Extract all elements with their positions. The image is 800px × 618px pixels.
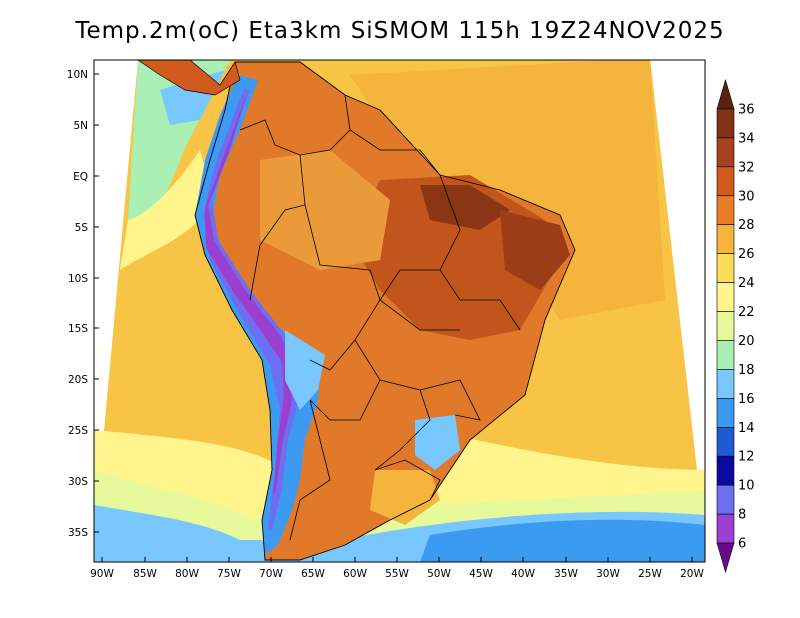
colorbar-label: 26 [738,247,755,262]
lat-label-25s: 25S [68,425,88,437]
colorbar-swatch [716,108,735,139]
lon-label-70w: 70W [259,568,283,580]
land-hot-ne [500,210,570,290]
central-america-land [136,60,241,96]
colorbar-label: 20 [738,334,755,349]
pacific-yellow-north [120,150,215,270]
altiplano-region [285,330,325,410]
colorbar-label: 30 [738,189,755,204]
lat-label-10n: 10N [67,69,88,81]
lon-label-50w: 50W [427,568,451,580]
lat-label-35s: 35S [68,527,88,539]
longitude-axis: 90W 85W 80W 75W 70W 65W 60W 55W 50W 45W … [90,557,704,580]
lon-label-40w: 40W [511,568,535,580]
lon-label-30w: 30W [596,568,620,580]
lat-label-15s: 15S [68,323,88,335]
lon-label-85w: 85W [133,568,157,580]
colorbar-label: 32 [738,160,755,175]
lat-label-5n: 5N [73,120,88,132]
colorbar-swatch [716,195,735,226]
colorbar-label: 8 [738,508,746,523]
colorbar: 6 8 10 12 14 16 18 20 22 24 26 28 30 32 34 36 [716,78,755,574]
colorbar-swatch [716,426,735,457]
colorbar-swatch [716,398,735,428]
colorbar-label: 24 [738,276,755,291]
colorbar-swatch [716,137,735,168]
lat-label-10s: 10S [68,273,88,285]
map-frame [93,59,706,563]
lon-label-90w: 90W [90,568,114,580]
colorbar-swatch [716,253,735,283]
atlantic-warm-field [350,60,665,320]
colorbar-label: 28 [738,218,755,233]
colorbar-swatch [716,455,735,486]
latitude-axis: 10N 5N EQ 5S 10S 15S 20S 25S 30S 35S [67,69,99,539]
lon-label-80w: 80W [175,568,199,580]
coastline [194,61,576,561]
land-hottest [420,185,510,230]
colorbar-label: 10 [738,479,755,494]
country-borders [239,94,521,541]
colorbar-swatch [716,311,735,341]
colorbar-top-arrow-icon [716,78,735,110]
colorbar-swatch [716,484,735,515]
lon-label-55w: 55W [385,568,409,580]
lat-label-eq: EQ [73,171,88,183]
lon-label-65w: 65W [301,568,325,580]
lon-label-25w: 25W [638,568,662,580]
lon-label-75w: 75W [217,568,241,580]
colorbar-swatch [716,369,735,399]
land-amazon-cooler [260,150,390,270]
lon-label-20w: 20W [680,568,704,580]
lat-label-30s: 30S [68,476,88,488]
lon-label-45w: 45W [469,568,493,580]
colorbar-label: 22 [738,305,755,320]
lat-label-20s: 20S [68,374,88,386]
lon-label-60w: 60W [343,568,367,580]
colorbar-label: 18 [738,363,755,378]
map-domain [94,60,705,562]
map-title: Temp.2m(oC) Eta3km SiSMOM 115h 19Z24NOV2… [75,18,725,44]
colorbar-swatch [716,224,735,254]
colorbar-label: 36 [738,102,755,117]
colorbar-swatch [716,340,735,370]
colorbar-label: 14 [738,421,755,436]
colorbar-label: 12 [738,450,755,465]
south-ocean-blue [420,519,705,562]
lon-label-35w: 35W [554,568,578,580]
colorbar-label: 34 [738,131,755,146]
colorbar-label: 6 [738,537,746,552]
lat-label-5s: 5S [75,222,89,234]
colorbar-bottom-arrow-icon [716,542,735,574]
colorbar-label: 16 [738,392,755,407]
colorbar-swatch [716,513,735,544]
colorbar-swatch [716,166,735,197]
land-southeast-cool [415,415,460,470]
land-south-yellow [370,470,440,525]
colorbar-swatch [716,282,735,312]
